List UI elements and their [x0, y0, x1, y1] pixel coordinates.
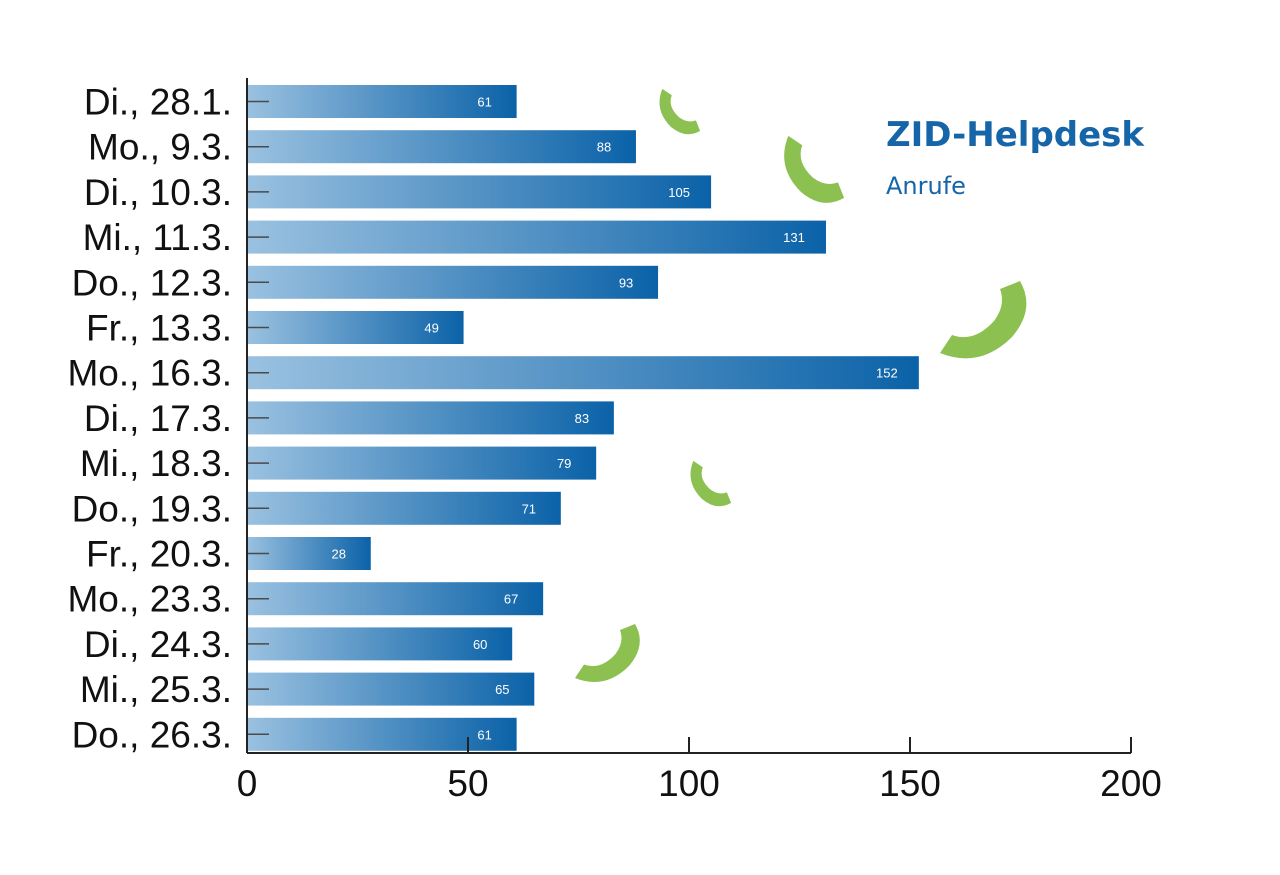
bar	[247, 130, 636, 164]
phone-handset-icon	[575, 624, 640, 682]
axes-group: Di., 28.1.Mo., 9.3.Di., 10.3.Mi., 11.3.D…	[67, 78, 1162, 804]
y-tick-label: Fr., 13.3.	[86, 308, 232, 349]
y-tick-label: Di., 24.3.	[84, 624, 232, 665]
bar	[247, 582, 544, 616]
bar-value-label: 65	[495, 682, 509, 697]
y-tick-label: Di., 17.3.	[84, 398, 232, 439]
bar-value-label: 28	[332, 547, 346, 562]
y-tick-label: Mo., 16.3.	[67, 353, 232, 394]
phone-handset-icon	[659, 88, 701, 135]
bar-value-label: 88	[597, 140, 611, 155]
bar	[247, 717, 517, 751]
bar-value-label: 61	[477, 95, 491, 110]
y-tick-label: Mo., 9.3.	[88, 127, 232, 168]
y-tick-label: Do., 19.3.	[72, 488, 232, 529]
bar	[247, 627, 513, 661]
bar-value-label: 60	[473, 637, 487, 652]
bar-value-label: 152	[876, 366, 898, 381]
phone-handset-icon	[940, 281, 1027, 359]
y-tick-label: Mi., 18.3.	[80, 443, 232, 484]
bar-value-label: 79	[557, 456, 571, 471]
bar-value-label: 83	[575, 411, 589, 426]
bar	[247, 446, 597, 480]
y-tick-label: Do., 26.3.	[72, 714, 232, 755]
x-tick-label: 150	[879, 763, 941, 804]
y-tick-label: Di., 10.3.	[84, 172, 232, 213]
bar	[247, 311, 464, 344]
bar	[247, 401, 614, 435]
bar	[247, 265, 659, 299]
bar-value-label: 71	[522, 501, 536, 516]
bar	[247, 85, 517, 118]
bar-value-label: 67	[504, 592, 518, 607]
bar-value-label: 105	[668, 185, 690, 200]
x-tick-label: 200	[1100, 763, 1162, 804]
bar	[247, 672, 535, 706]
chart-title: ZID-Helpdesk	[886, 115, 1145, 155]
bar	[247, 491, 561, 525]
bar	[247, 175, 712, 209]
y-tick-label: Di., 28.1.	[84, 82, 232, 123]
bar	[247, 220, 827, 254]
x-tick-label: 100	[658, 763, 720, 804]
y-tick-label: Mo., 23.3.	[67, 579, 232, 620]
y-tick-label: Fr., 20.3.	[86, 534, 232, 575]
bars-group: 61 88 105 131 93 49 152 83 79 71 28 67 60 65 61	[247, 85, 919, 751]
y-tick-label: Mi., 11.3.	[83, 217, 232, 258]
x-tick-label: 50	[447, 763, 488, 804]
bar-value-label: 93	[619, 275, 633, 290]
phone-handset-icon	[690, 460, 732, 507]
x-tick-label: 0	[237, 763, 258, 804]
bar	[247, 356, 919, 390]
bar-value-label: 61	[477, 727, 491, 742]
chart-subtitle: Anrufe	[886, 172, 966, 200]
bar-value-label: 49	[424, 321, 438, 336]
y-tick-label: Do., 12.3.	[72, 262, 232, 303]
y-tick-label: Mi., 25.3.	[80, 669, 232, 710]
phone-handset-icon	[784, 135, 845, 203]
bar-value-label: 131	[783, 230, 805, 245]
